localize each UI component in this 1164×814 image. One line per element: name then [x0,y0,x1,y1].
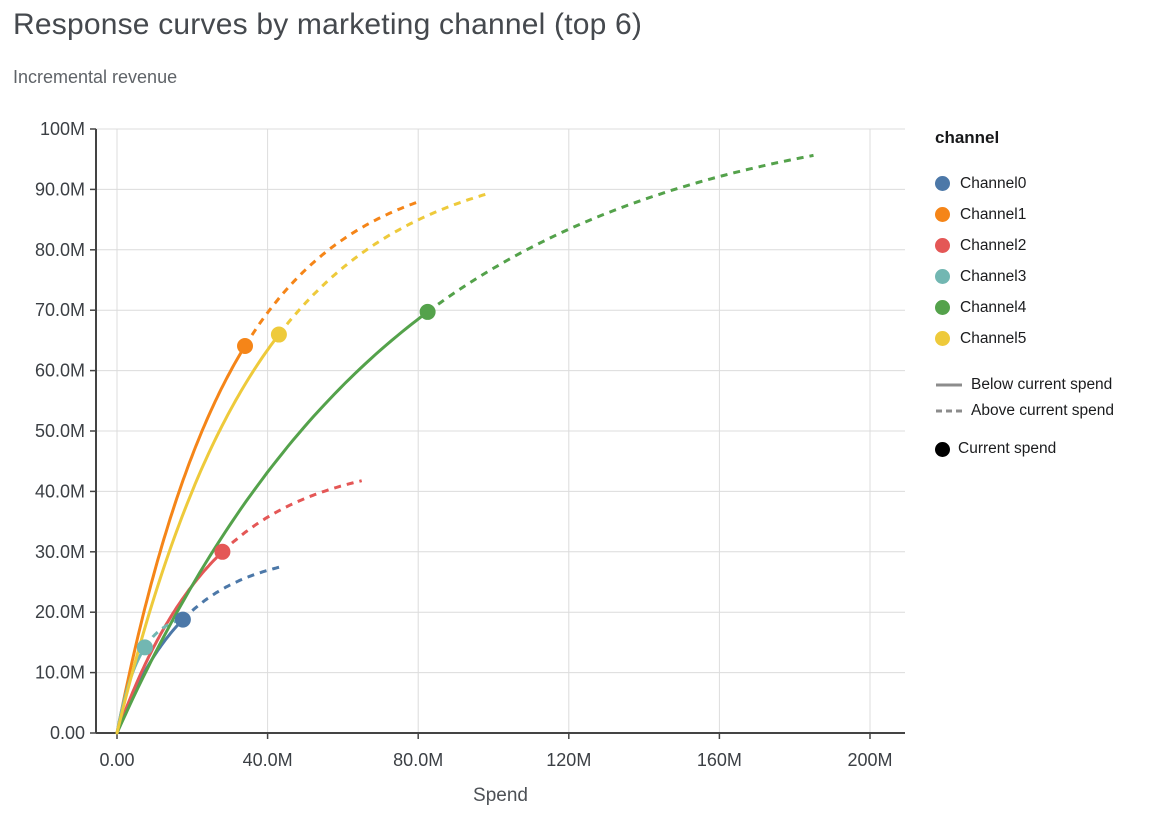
legend-item-solid-line: Below current spend [935,372,1163,398]
curve-above-spend-channel5 [277,192,487,336]
y-tick-label: 100M [40,119,85,139]
current-spend-point-channel5 [270,326,287,343]
legend-item-dashed-line: Above current spend [935,398,1163,424]
legend-item-channel0: Channel0 [935,168,1163,199]
y-tick-label: 20.0M [35,602,85,622]
chart-subtitle: Incremental revenue [13,67,178,87]
y-tick-label: 30.0M [35,542,85,562]
current-spend-dot-icon [935,441,950,457]
y-tick-label: 10.0M [35,663,85,683]
current-spend-point-channel1 [237,337,254,354]
legend-swatch-icon [935,300,950,315]
x-tick-label: 0.00 [99,750,134,770]
legend-linestyle-label: Below current spend [971,376,1113,393]
curve-above-spend-channel1 [243,200,419,347]
y-tick-label: 90.0M [35,179,85,199]
curve-below-spend-channel2 [115,550,224,735]
y-tick-label: 60.0M [35,361,85,381]
current-spend-point-channel3 [136,639,153,656]
legend-channel-label: Channel2 [960,236,1027,254]
current-spend-point-channel0 [174,611,191,628]
legend-item-channel1: Channel1 [935,199,1163,230]
x-tick-label: 200M [847,750,892,770]
legend-channel-label: Channel3 [960,267,1027,285]
legend-channel-label: Channel1 [960,205,1027,223]
legend-item-channel3: Channel3 [935,261,1163,292]
legend-point-list: Current spend [935,436,1163,462]
legend-item-channel4: Channel4 [935,292,1163,323]
solid-line-icon [936,383,962,387]
legend-item-channel2: Channel2 [935,230,1163,261]
legend-swatch-icon [935,269,950,284]
legend-point-label: Current spend [958,440,1057,457]
y-tick-label: 80.0M [35,240,85,260]
current-spend-point-channel4 [419,303,436,320]
legend-swatch-icon [935,207,950,222]
curve-below-spend-channel4 [115,310,430,735]
y-tick-label: 40.0M [35,481,85,501]
legend-item-current-spend: Current spend [935,436,1163,462]
legend-channel-label: Channel0 [960,174,1027,192]
legend-linestyle-label: Above current spend [971,402,1115,419]
legend-channel-label: Channel4 [960,298,1027,316]
legend-swatch-icon [935,176,950,191]
curve-below-spend-channel0 [115,618,185,735]
x-tick-label: 40.0M [243,750,293,770]
x-axis-title: Spend [473,785,528,806]
legend-linestyle-list: Below current spend Above current spend [935,372,1163,424]
legend-swatch-icon [935,238,950,253]
dashed-line-icon [936,409,962,413]
chart-title: Response curves by marketing channel (to… [13,8,643,41]
y-tick-label: 0.00 [50,723,85,743]
y-tick-label: 70.0M [35,300,85,320]
legend-channel-list: Channel0 Channel1 Channel2 Channel3 Channel4… [935,168,1163,354]
curve-above-spend-channel4 [426,153,814,314]
legend-title: channel [935,128,1000,147]
current-spend-point-channel2 [214,543,231,560]
legend-item-channel5: Channel5 [935,323,1163,354]
x-tick-label: 160M [697,750,742,770]
x-tick-label: 80.0M [393,750,443,770]
y-tick-label: 50.0M [35,421,85,441]
legend-swatch-icon [935,331,950,346]
curve-above-spend-channel2 [221,479,363,553]
x-tick-label: 120M [546,750,591,770]
curve-below-spend-channel5 [115,333,281,735]
legend-channel-label: Channel5 [960,329,1027,347]
curve-below-spend-channel1 [115,344,247,735]
legend-panel: channel Channel0 Channel1 Channel2 Channel3… [935,128,1163,462]
curve-above-spend-channel0 [181,564,284,621]
